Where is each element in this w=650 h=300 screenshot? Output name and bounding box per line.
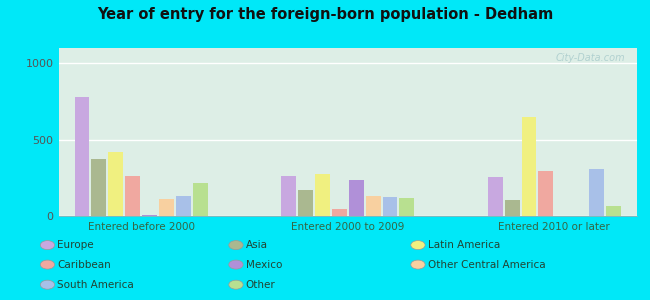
Bar [399, 198, 414, 216]
Bar [504, 200, 519, 216]
Text: South America: South America [57, 280, 134, 290]
Text: Asia: Asia [246, 240, 268, 250]
Bar [538, 171, 553, 216]
Text: Mexico: Mexico [246, 260, 282, 270]
Bar [298, 190, 313, 216]
Bar [193, 183, 207, 216]
Bar [589, 169, 604, 216]
Bar [125, 176, 140, 216]
Bar [75, 97, 90, 216]
Bar [176, 196, 191, 216]
Text: Caribbean: Caribbean [57, 260, 111, 270]
Bar [488, 177, 502, 216]
Bar [521, 117, 536, 216]
Bar [606, 206, 621, 216]
Bar [383, 197, 397, 216]
Text: Year of entry for the foreign-born population - Dedham: Year of entry for the foreign-born popul… [97, 8, 553, 22]
Bar [366, 196, 380, 216]
Bar [92, 159, 107, 216]
Text: Europe: Europe [57, 240, 94, 250]
Bar [142, 215, 157, 216]
Text: Other: Other [246, 280, 276, 290]
Bar [159, 199, 174, 216]
Text: Other Central America: Other Central America [428, 260, 545, 270]
Bar [109, 152, 124, 216]
Text: Latin America: Latin America [428, 240, 500, 250]
Text: City-Data.com: City-Data.com [556, 53, 625, 63]
Bar [315, 174, 330, 216]
Bar [349, 180, 363, 216]
Bar [281, 176, 296, 216]
Bar [332, 209, 346, 216]
